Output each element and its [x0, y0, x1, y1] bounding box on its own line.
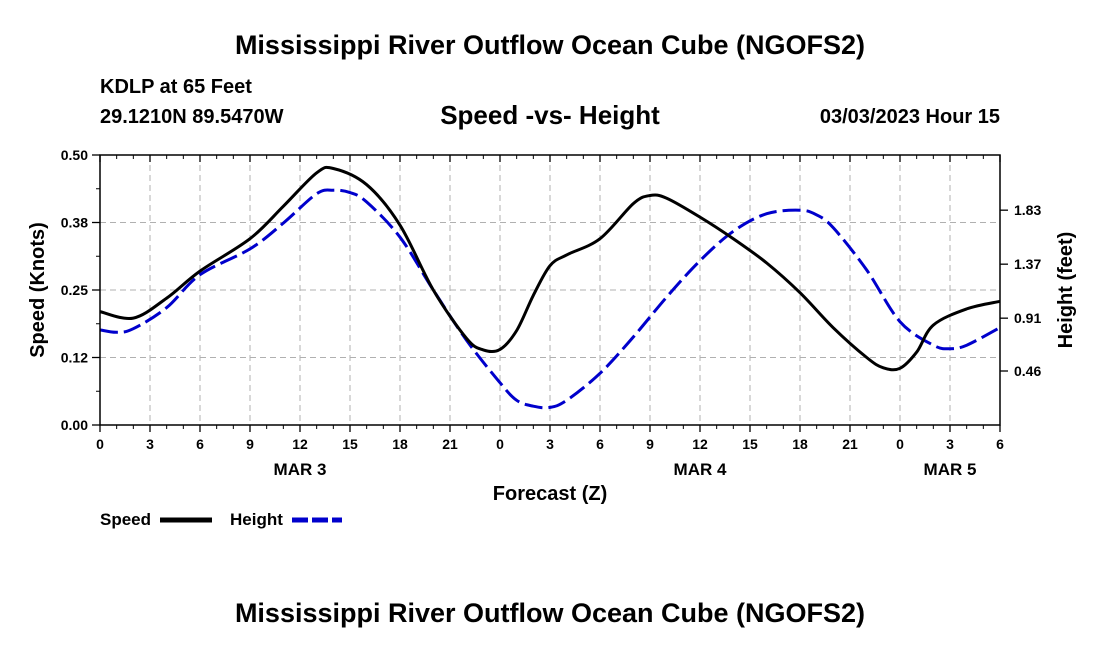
x-tick-label: 3 [546, 436, 554, 452]
x-tick-label: 15 [742, 436, 758, 452]
y-tick-label-right: 1.83 [1014, 202, 1041, 218]
x-tick-label: 6 [196, 436, 204, 452]
y-tick-label-right: 1.37 [1014, 256, 1041, 272]
x-tick-label: 0 [496, 436, 504, 452]
axes: 0 3 6 9 12 15 18 21 0 3 6 9 12 15 18 21 0 3 6 0.00 0.12 0.25 0… [61, 147, 1042, 479]
y-tick-label-left: 0.12 [61, 350, 88, 366]
x-tick-label: 6 [996, 436, 1004, 452]
x-tick-label: 3 [146, 436, 154, 452]
day-label: MAR 3 [274, 460, 327, 479]
forecast-datetime: 03/03/2023 Hour 15 [819, 106, 1000, 128]
x-tick-label: 3 [946, 436, 954, 452]
y-tick-label-right: 0.46 [1014, 363, 1041, 379]
x-tick-label: 21 [442, 436, 458, 452]
station-label: KDLP at 65 Feet [100, 76, 252, 98]
grid [100, 155, 1000, 425]
x-tick-label: 9 [646, 436, 654, 452]
legend: Speed Height [100, 510, 342, 529]
day-label: MAR 4 [674, 460, 727, 479]
chart-title-repeat: Mississippi River Outflow Ocean Cube (NG… [234, 598, 866, 628]
day-label: MAR 5 [924, 460, 977, 479]
x-tick-label: 21 [842, 436, 858, 452]
series-layer [99, 165, 1001, 410]
x-tick-label: 0 [96, 436, 104, 452]
legend-label-speed: Speed [100, 510, 151, 529]
x-tick-label: 12 [292, 436, 308, 452]
y-tick-label-left: 0.50 [61, 147, 88, 163]
legend-label-height: Height [230, 510, 283, 529]
x-tick-label: 0 [896, 436, 904, 452]
series-line-speed [99, 165, 1001, 372]
x-tick-label: 15 [342, 436, 358, 452]
chart-title: Mississippi River Outflow Ocean Cube (NG… [234, 30, 866, 60]
x-tick-label: 18 [392, 436, 408, 452]
x-axis-label: Forecast (Z) [493, 483, 607, 505]
y-tick-label-right: 0.91 [1014, 310, 1041, 326]
x-tick-label: 6 [596, 436, 604, 452]
series-line-height [99, 188, 1001, 410]
y-tick-label-left: 0.00 [61, 417, 88, 433]
x-tick-label: 12 [692, 436, 708, 452]
y-axis-label-left: Speed (Knots) [27, 222, 49, 358]
y-tick-label-left: 0.38 [61, 215, 88, 231]
x-tick-label: 18 [792, 436, 808, 452]
y-axis-label-right: Height (feet) [1055, 232, 1077, 349]
y-tick-label-left: 0.25 [61, 282, 88, 298]
station-coordinates: 29.1210N 89.5470W [100, 106, 284, 128]
chart-subtitle: Speed -vs- Height [440, 100, 660, 130]
x-tick-label: 9 [246, 436, 254, 452]
axis-labels: Forecast (Z) Speed (Knots) Height (feet) [27, 222, 1077, 505]
